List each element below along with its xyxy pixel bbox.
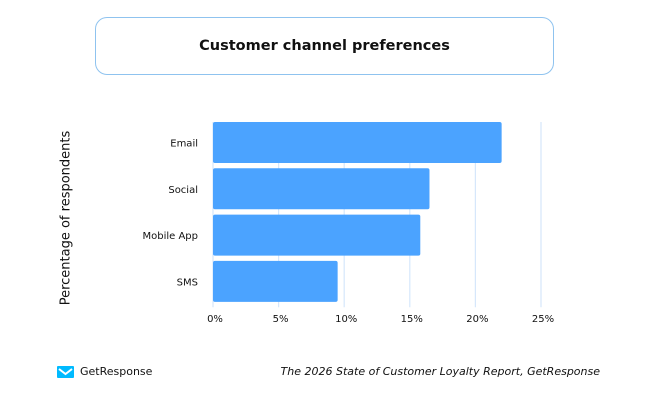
getresponse-envelope-icon xyxy=(57,365,74,378)
x-tick-label: 15% xyxy=(401,314,423,325)
category-label: Social xyxy=(168,185,198,196)
x-tick-label: 10% xyxy=(335,314,357,325)
bar-sms xyxy=(213,260,338,302)
brand-name: GetResponse xyxy=(80,365,153,378)
x-tick-label: 20% xyxy=(466,314,488,325)
category-label: Mobile App xyxy=(142,231,198,242)
x-tick-label: 0% xyxy=(207,314,223,325)
category-label: SMS xyxy=(177,277,198,288)
x-tick-label: 25% xyxy=(532,314,554,325)
chart-title: Customer channel preferences xyxy=(199,38,450,54)
bar-social xyxy=(213,168,430,210)
brand-logo: GetResponse xyxy=(57,365,152,378)
source-note: The 2026 State of Customer Loyalty Repor… xyxy=(280,365,600,378)
x-tick-label: 5% xyxy=(273,314,289,325)
bar-email xyxy=(213,122,502,163)
title-box: Customer channel preferences xyxy=(95,17,554,75)
bar-mobile-app xyxy=(213,214,421,256)
category-label: Email xyxy=(170,139,198,150)
